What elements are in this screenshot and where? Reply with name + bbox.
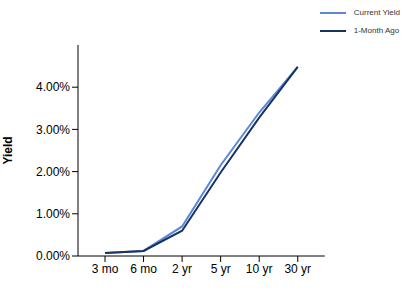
svg-text:6 mo: 6 mo (130, 262, 157, 276)
svg-text:2.00%: 2.00% (36, 165, 70, 179)
html-text:Current Yield: Current Yield (353, 8, 400, 17)
svg-text:30 yr: 30 yr (284, 262, 311, 276)
html-text:1-Month Ago: 1-Month Ago (353, 26, 400, 35)
svg-text:0.00%: 0.00% (36, 249, 70, 263)
svg-text:3 mo: 3 mo (92, 262, 119, 276)
svg-text:4.00%: 4.00% (36, 80, 70, 94)
svg-text:Yield: Yield (8, 136, 15, 164)
svg-text:3.00%: 3.00% (36, 123, 70, 137)
svg-text:10 yr: 10 yr (246, 262, 273, 276)
svg-text:2 yr: 2 yr (172, 262, 192, 276)
svg-text:1.00%: 1.00% (36, 207, 70, 221)
svg-text:5 yr: 5 yr (211, 262, 231, 276)
